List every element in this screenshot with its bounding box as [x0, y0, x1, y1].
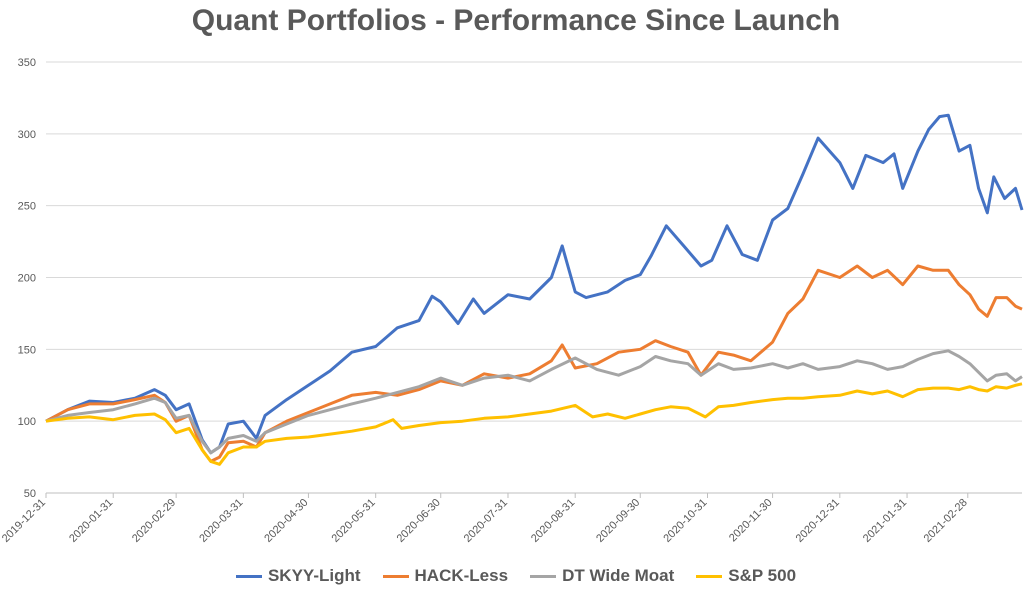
y-axis-ticks: 50 100 150 200 250 300 350 [18, 57, 36, 500]
x-tick-label: 2019-12-31 [0, 497, 48, 545]
x-tick-label: 2020-11-30 [727, 497, 775, 545]
x-tick-label: 2020-07-31 [462, 497, 510, 545]
x-tick-label: 2020-09-30 [594, 497, 642, 545]
x-tick-label: 2020-03-31 [197, 497, 245, 545]
y-tick-label: 350 [18, 57, 36, 69]
legend-swatch [235, 574, 262, 578]
y-tick-label: 50 [24, 488, 36, 500]
x-tick-label: 2020-04-30 [262, 497, 310, 545]
y-tick-label: 150 [18, 344, 36, 356]
legend: SKYY-Light HACK-Less DT Wide Moat S&P 500 [0, 566, 1032, 586]
legend-item: HACK-Less [382, 566, 509, 586]
legend-swatch [696, 574, 723, 578]
x-axis-ticks: 2019-12-31 2020-01-31 2020-02-29 2020-03-31… [0, 493, 970, 545]
legend-label: S&P 500 [728, 566, 797, 585]
x-tick-label: 2020-10-31 [661, 497, 709, 545]
x-tick-label: 2020-05-31 [330, 497, 378, 545]
y-tick-label: 200 [18, 273, 36, 285]
x-tick-label: 2021-01-31 [861, 497, 909, 545]
x-tick-label: 2020-01-31 [67, 497, 115, 545]
legend-swatch [530, 574, 557, 578]
series-lines [45, 113, 1024, 466]
legend-swatch [382, 574, 409, 578]
legend-label: HACK-Less [414, 566, 509, 585]
series-line-dt-wide-moat [45, 349, 1023, 455]
x-tick-label: 2020-08-31 [529, 497, 577, 545]
gridlines [46, 61, 1022, 494]
legend-item: DT Wide Moat [530, 566, 674, 586]
legend-item: SKYY-Light [235, 566, 361, 586]
series-line-skyy-light [45, 113, 1024, 455]
x-tick-label: 2020-12-31 [794, 497, 842, 545]
legend-item: S&P 500 [696, 566, 796, 586]
chart-title: Quant Portfolios - Performance Since Lau… [191, 4, 841, 37]
x-tick-label: 2020-06-30 [395, 497, 443, 545]
legend-label: SKYY-Light [267, 566, 361, 585]
legend-label: DT Wide Moat [562, 566, 675, 585]
x-tick-label: 2021-02-28 [922, 497, 970, 545]
y-tick-label: 300 [18, 129, 36, 141]
y-tick-label: 250 [18, 201, 36, 213]
y-tick-label: 100 [18, 416, 36, 428]
x-tick-label: 2020-02-29 [130, 497, 178, 545]
series-line-s-p-500 [45, 382, 1023, 466]
